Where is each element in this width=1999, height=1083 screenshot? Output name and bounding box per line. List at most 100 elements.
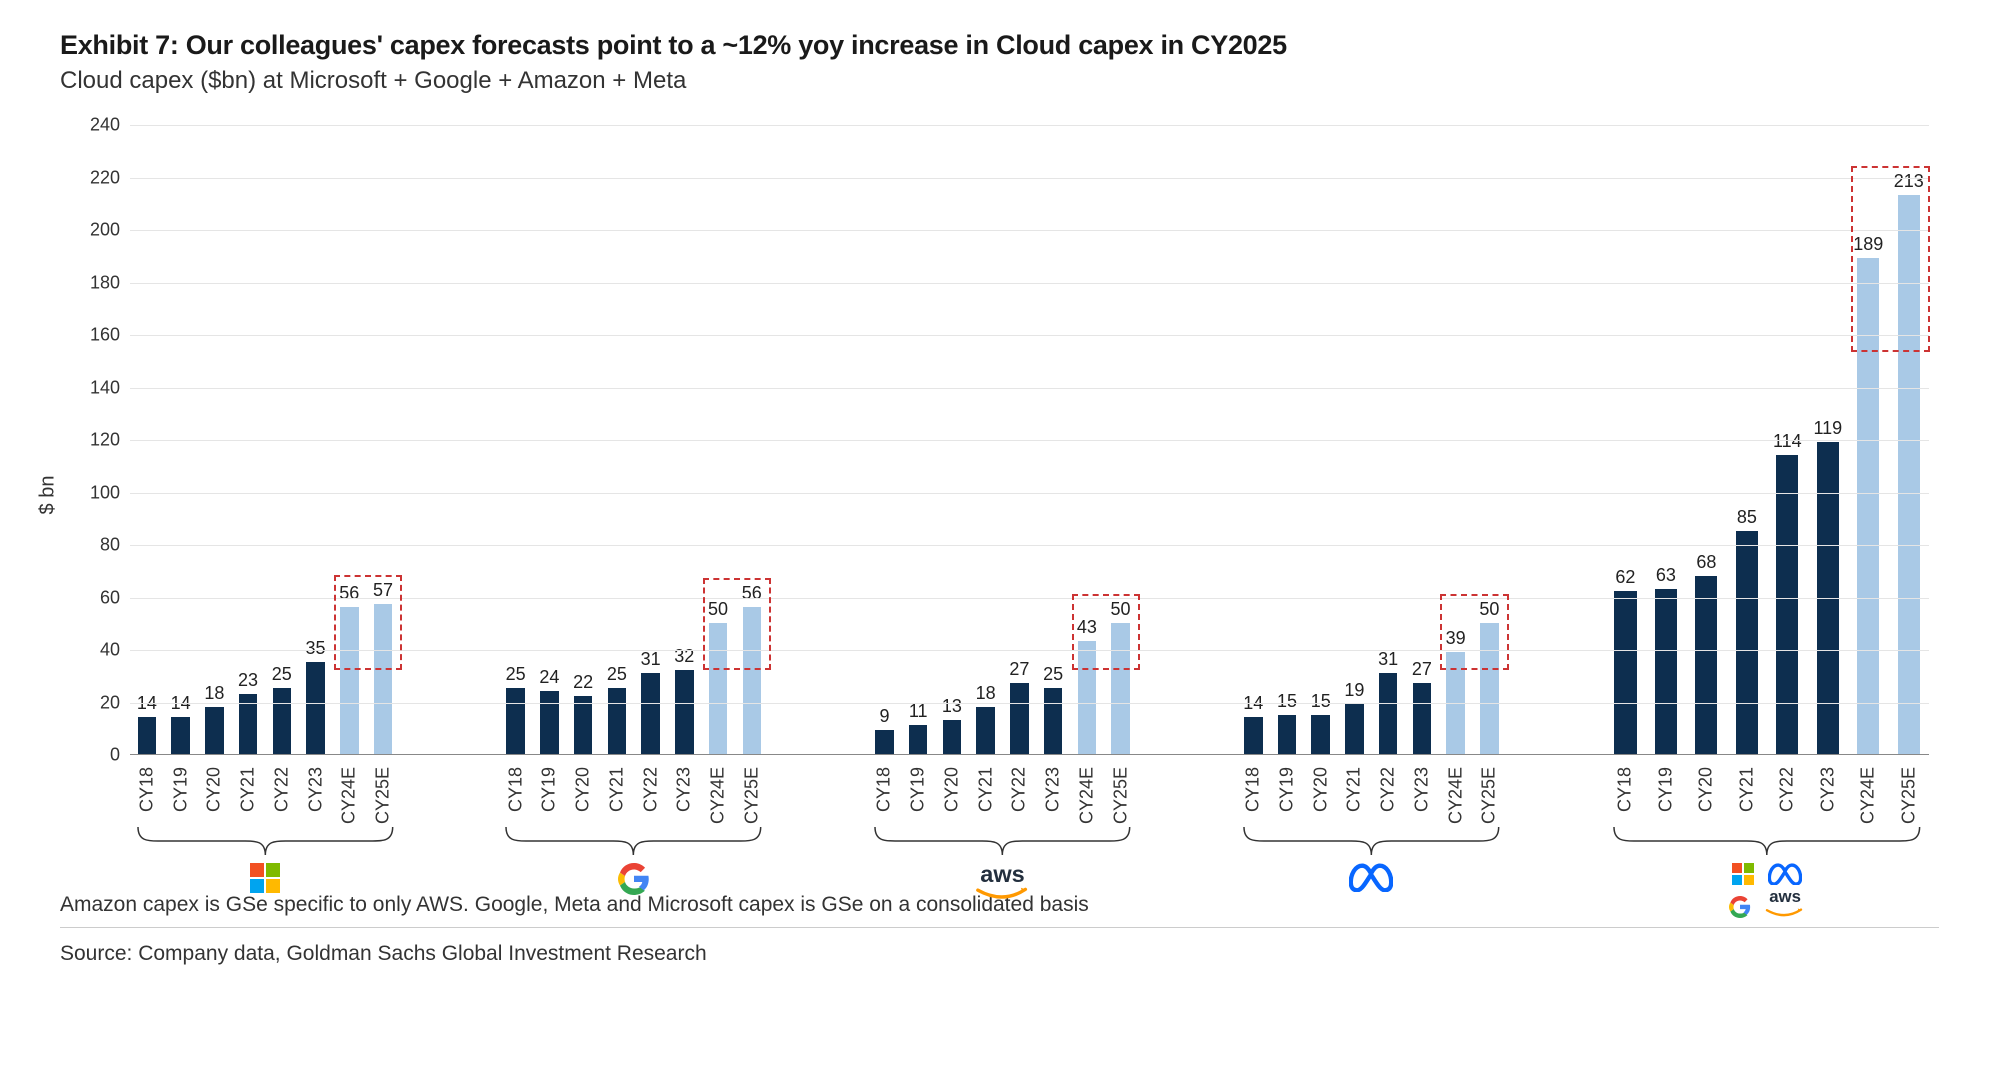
bar (909, 725, 928, 754)
exhibit-container: Exhibit 7: Our colleagues' capex forecas… (0, 0, 1999, 1083)
bar (1278, 715, 1297, 754)
x-tick-label: CY21 (1736, 767, 1757, 812)
y-tick-label: 200 (90, 220, 120, 241)
gridline (130, 388, 1929, 389)
bar-value-label: 43 (1077, 617, 1097, 638)
bar (171, 717, 190, 754)
x-tick-label: CY20 (573, 767, 594, 812)
bar (273, 688, 292, 754)
microsoft-icon (1732, 863, 1754, 885)
google-icon (1729, 896, 1751, 918)
y-tick-label: 40 (100, 640, 120, 661)
x-tick-label: CY25E (741, 767, 762, 824)
gridline (130, 493, 1929, 494)
group-logo: aws (875, 863, 1130, 907)
plot-area: 1414182325355657252422253132505691113182… (130, 125, 1929, 755)
gridline (130, 335, 1929, 336)
x-tick-label: CY23 (1817, 767, 1838, 812)
y-tick-label: 20 (100, 692, 120, 713)
y-tick-label: 160 (90, 325, 120, 346)
x-tick-label: CY21 (238, 767, 259, 812)
gridline (130, 545, 1929, 546)
bar-value-label: 27 (1412, 659, 1432, 680)
x-tick-label: CY24E (708, 767, 729, 824)
bar-value-label: 56 (742, 583, 762, 604)
y-tick-label: 80 (100, 535, 120, 556)
bar-value-label: 189 (1853, 234, 1883, 255)
bar (374, 604, 393, 754)
bar-value-label: 62 (1615, 567, 1635, 588)
bar-value-label: 18 (204, 683, 224, 704)
bar (608, 688, 627, 754)
bar-value-label: 15 (1311, 691, 1331, 712)
y-tick-label: 120 (90, 430, 120, 451)
bar (943, 720, 962, 754)
x-tick-label: CY19 (908, 767, 929, 812)
bar-value-label: 13 (942, 696, 962, 717)
bar-value-label: 31 (1378, 649, 1398, 670)
gridline (130, 703, 1929, 704)
bar-value-label: 39 (1446, 628, 1466, 649)
meta-icon (1768, 863, 1802, 885)
bar (1044, 688, 1063, 754)
bar (709, 623, 728, 754)
bar-value-label: 25 (607, 664, 627, 685)
bar (574, 696, 593, 754)
x-tick-label: CY18 (1243, 767, 1264, 812)
exhibit-subtitle: Cloud capex ($bn) at Microsoft + Google … (60, 67, 1939, 95)
bar (340, 607, 359, 754)
x-tick-label: CY22 (1777, 767, 1798, 812)
x-tick-label: CY18 (136, 767, 157, 812)
x-tick-label: CY24E (339, 767, 360, 824)
gridline (130, 598, 1929, 599)
x-tick-label: CY20 (1310, 767, 1331, 812)
bar-value-label: 15 (1277, 691, 1297, 712)
bar-value-label: 24 (539, 667, 559, 688)
bar-value-label: 14 (171, 693, 191, 714)
bar (1078, 641, 1097, 754)
y-tick-label: 180 (90, 272, 120, 293)
gridline (130, 650, 1929, 651)
bar-value-label: 19 (1344, 680, 1364, 701)
x-tick-label: CY20 (204, 767, 225, 812)
x-tick-label: CY20 (941, 767, 962, 812)
gridline (130, 125, 1929, 126)
x-tick-label: CY25E (1898, 767, 1919, 824)
bar (1480, 623, 1499, 754)
x-tick-label: CY23 (1411, 767, 1432, 812)
group-logo (506, 863, 761, 895)
group-logo (138, 863, 393, 893)
x-tick-label: CY21 (606, 767, 627, 812)
bar (641, 673, 660, 754)
bar-value-label: 9 (879, 706, 889, 727)
gridline (130, 440, 1929, 441)
exhibit-title: Exhibit 7: Our colleagues' capex forecas… (60, 30, 1939, 61)
bar-value-label: 63 (1656, 565, 1676, 586)
x-tick-label: CY18 (505, 767, 526, 812)
bar (1655, 589, 1677, 754)
bar (506, 688, 525, 754)
x-tick-label: CY19 (1276, 767, 1297, 812)
bar-value-label: 56 (339, 583, 359, 604)
chart: $ bn 14141823253556572524222531325056911… (60, 115, 1939, 875)
bar (1614, 591, 1636, 754)
bar (138, 717, 157, 754)
bar (675, 670, 694, 754)
bar (1857, 258, 1879, 754)
x-tick-label: CY22 (1378, 767, 1399, 812)
bar-value-label: 119 (1813, 418, 1842, 439)
x-tick-label: CY19 (1655, 767, 1676, 812)
y-axis-label: $ bn (37, 476, 60, 515)
bar-value-label: 14 (1243, 693, 1263, 714)
x-tick-label: CY23 (305, 767, 326, 812)
y-tick-label: 220 (90, 167, 120, 188)
bar (743, 607, 762, 754)
bar-value-label: 18 (976, 683, 996, 704)
bar (1379, 673, 1398, 754)
bar (1311, 715, 1330, 754)
x-tick-label: CY22 (271, 767, 292, 812)
y-tick-label: 0 (110, 745, 120, 766)
bar (1111, 623, 1130, 754)
bar-value-label: 114 (1773, 431, 1802, 452)
gridline (130, 230, 1929, 231)
